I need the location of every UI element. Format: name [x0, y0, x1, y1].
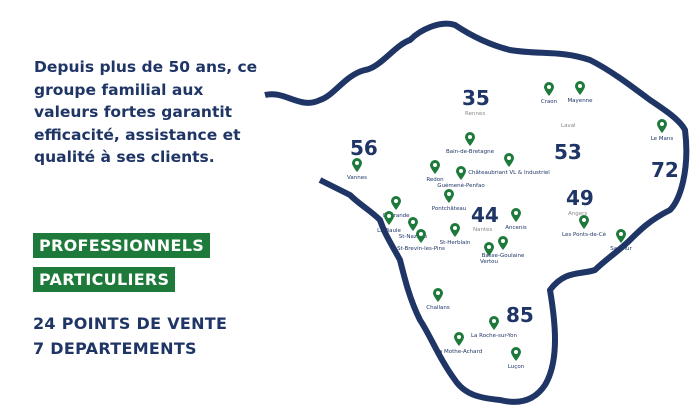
points-de-vente: 24 POINTS DE VENTE: [33, 314, 228, 333]
map-pin-icon[interactable]: [657, 119, 667, 133]
city-rennes: Rennes: [465, 111, 486, 117]
map-pin-icon[interactable]: [544, 82, 554, 96]
map-pin-icon[interactable]: [352, 158, 362, 172]
location-label: La Roche-sur-Yon: [470, 333, 518, 339]
city-nantes: Nantes: [473, 227, 493, 233]
location-label: Bain-de-Bretagne: [446, 149, 494, 155]
map-pin-icon[interactable]: [391, 196, 401, 210]
dept-72: 72: [651, 158, 679, 182]
location-label: Guérande: [382, 213, 410, 219]
map-pin-icon[interactable]: [456, 166, 466, 180]
location-label: Luçon: [507, 364, 525, 370]
location-label: Vertou: [480, 259, 498, 265]
dept-85: 85: [506, 303, 534, 327]
map-pin-icon[interactable]: [454, 332, 464, 346]
map-pin-icon[interactable]: [511, 208, 521, 222]
location-label: Pontchâteau: [431, 206, 467, 212]
dept-44: 44: [471, 203, 499, 227]
map-pin-icon[interactable]: [416, 229, 426, 243]
location-label: St-Brevin-les-Pins: [397, 246, 445, 252]
map-pin-icon[interactable]: [484, 242, 494, 256]
map-pin-icon[interactable]: [511, 347, 521, 361]
location-label: Les Ponts-de-Cé: [561, 232, 607, 238]
location-label: Vannes: [347, 175, 367, 181]
map-pin-icon[interactable]: [408, 217, 418, 231]
map-pin-icon[interactable]: [433, 288, 443, 302]
map-pin-icon[interactable]: [616, 229, 626, 243]
badge-particuliers: PARTICULIERS: [33, 267, 176, 292]
dept-49: 49: [566, 186, 594, 210]
departements-count: 7 DEPARTEMENTS: [33, 339, 197, 358]
map-pin-icon[interactable]: [575, 81, 585, 95]
location-label: Saumur: [610, 246, 632, 252]
dept-56: 56: [350, 136, 378, 160]
map-pin-icon[interactable]: [465, 132, 475, 146]
location-label: La Baule: [377, 228, 401, 234]
map-pin-icon[interactable]: [504, 153, 514, 167]
map-pin-icon[interactable]: [579, 215, 589, 229]
location-label: St-Herblain: [439, 240, 471, 246]
map-pin-icon[interactable]: [489, 316, 499, 330]
map-pin-icon[interactable]: [430, 160, 440, 174]
location-label: Basse-Goulaine: [481, 253, 525, 259]
location-label: Châteaubriant VL & Industriel: [468, 170, 550, 176]
location-label: Ancenis: [505, 225, 527, 231]
dept-35: 35: [462, 86, 490, 110]
location-label: Redon: [426, 177, 444, 183]
location-label: Guémené-Penfao: [437, 183, 485, 189]
badge-professionnels: PROFESSIONNELS: [33, 233, 211, 258]
city-laval: Laval: [561, 123, 576, 129]
location-label: La Mothe-Achard: [435, 349, 483, 355]
location-label: Craon: [540, 99, 558, 105]
location-label: Challans: [426, 305, 450, 311]
intro-text: Depuis plus de 50 ans, ce groupe familia…: [34, 58, 258, 166]
dept-53: 53: [554, 140, 582, 164]
map-pin-icon[interactable]: [384, 211, 394, 225]
city-angers: Angers: [568, 211, 588, 217]
map-pin-icon[interactable]: [498, 236, 508, 250]
location-label: Le Mans: [650, 136, 674, 142]
location-label: Mayenne: [567, 98, 593, 104]
location-label: St-Nazaire: [398, 234, 428, 240]
map-pin-icon[interactable]: [450, 223, 460, 237]
map-pin-icon[interactable]: [444, 189, 454, 203]
